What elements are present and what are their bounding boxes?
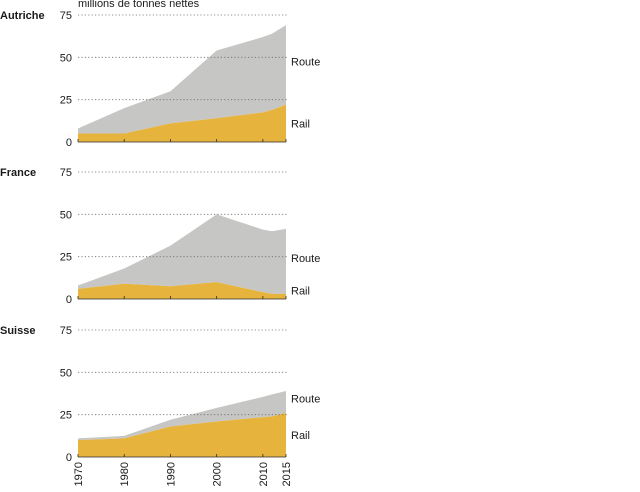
- x-tick-label: 2000: [212, 462, 224, 486]
- series-label-rail: Rail: [291, 430, 310, 442]
- series-label-rail: Rail: [291, 286, 310, 298]
- y-tick-label: 75: [60, 325, 72, 337]
- y-tick-label: 25: [60, 410, 72, 422]
- area-route: [78, 390, 286, 441]
- panel-title: Suisse: [0, 325, 35, 337]
- area-rail: [78, 412, 286, 457]
- series-label-rail: Rail: [291, 118, 310, 130]
- x-tick-label: 2010: [258, 462, 270, 486]
- y-tick-label: 25: [60, 95, 72, 107]
- y-tick-label: 0: [66, 294, 72, 306]
- y-tick-label: 0: [66, 137, 72, 149]
- x-tick-label: 2015: [281, 462, 293, 486]
- panel-title: Autriche: [0, 10, 45, 22]
- panel-title: France: [0, 167, 36, 179]
- panel-suisse: Suisse 0 25 50 75 Route Rail 1970 1980 1990 2000 20…: [0, 325, 320, 486]
- y-tick-label: 75: [60, 167, 72, 179]
- panel-france: France 0 25 50 75 Route Rail: [0, 167, 320, 306]
- panel-autriche: Autriche 0 25 50 75 Route Rail: [0, 10, 320, 149]
- y-tick-label: 25: [60, 252, 72, 264]
- series-label-route: Route: [291, 253, 320, 265]
- series-label-route: Route: [291, 57, 320, 69]
- area-route: [78, 214, 286, 294]
- area-route: [78, 25, 286, 134]
- area-rail: [78, 104, 286, 142]
- area-rail: [78, 282, 286, 299]
- unit-label: millions de tonnes nettes: [78, 0, 200, 10]
- y-tick-label: 50: [60, 367, 72, 379]
- x-tick-label: 1970: [73, 462, 85, 486]
- series-label-route: Route: [291, 394, 320, 406]
- y-tick-label: 0: [66, 452, 72, 464]
- y-tick-label: 75: [60, 10, 72, 22]
- y-tick-label: 50: [60, 52, 72, 64]
- y-tick-label: 50: [60, 209, 72, 221]
- x-tick-label: 1980: [119, 462, 131, 486]
- x-tick-label: 1990: [165, 462, 177, 486]
